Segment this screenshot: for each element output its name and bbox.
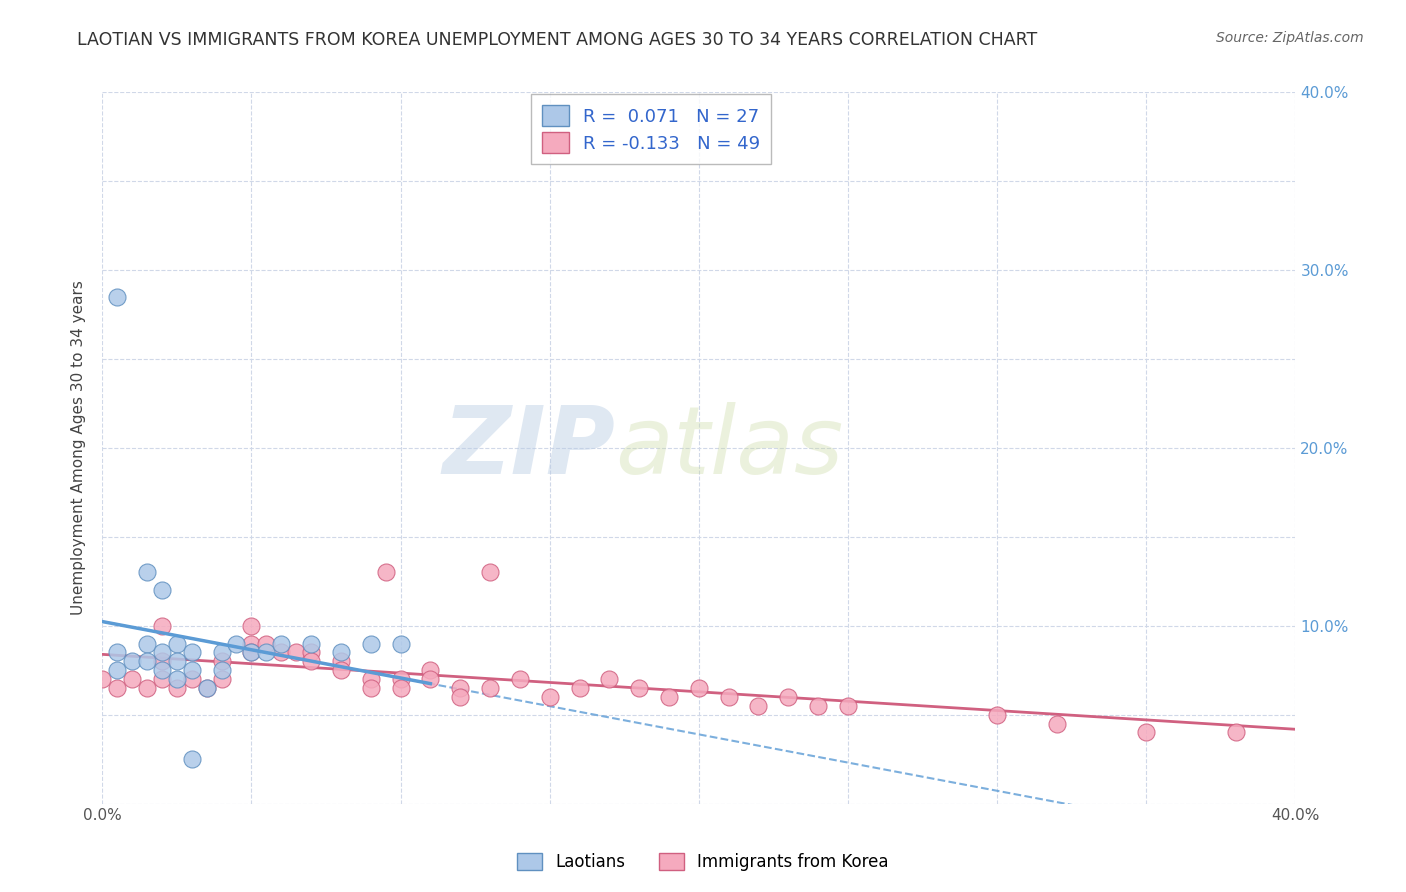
Point — [121, 672, 143, 686]
Point — [299, 637, 322, 651]
Point — [568, 681, 591, 695]
Point — [211, 654, 233, 668]
Point — [211, 672, 233, 686]
Point — [329, 645, 352, 659]
Point — [658, 690, 681, 704]
Point — [195, 681, 218, 695]
Point — [254, 645, 277, 659]
Point — [1225, 725, 1247, 739]
Point — [136, 681, 159, 695]
Point — [150, 654, 173, 668]
Text: atlas: atlas — [616, 402, 844, 493]
Point — [449, 690, 471, 704]
Point — [598, 672, 620, 686]
Point — [1046, 716, 1069, 731]
Point — [150, 663, 173, 677]
Point — [986, 707, 1008, 722]
Point — [1135, 725, 1157, 739]
Point — [389, 637, 412, 651]
Point — [150, 672, 173, 686]
Point — [299, 645, 322, 659]
Point — [166, 672, 188, 686]
Point — [150, 583, 173, 598]
Point — [105, 290, 128, 304]
Point — [837, 698, 859, 713]
Point — [180, 663, 202, 677]
Text: Source: ZipAtlas.com: Source: ZipAtlas.com — [1216, 31, 1364, 45]
Point — [105, 663, 128, 677]
Point — [105, 681, 128, 695]
Point — [479, 566, 502, 580]
Point — [360, 672, 382, 686]
Point — [688, 681, 710, 695]
Point — [166, 654, 188, 668]
Point — [166, 637, 188, 651]
Point — [240, 645, 263, 659]
Text: LAOTIAN VS IMMIGRANTS FROM KOREA UNEMPLOYMENT AMONG AGES 30 TO 34 YEARS CORRELAT: LAOTIAN VS IMMIGRANTS FROM KOREA UNEMPLO… — [77, 31, 1038, 49]
Point — [449, 681, 471, 695]
Point — [240, 637, 263, 651]
Point — [180, 672, 202, 686]
Point — [166, 681, 188, 695]
Point — [180, 752, 202, 766]
Legend: R =  0.071   N = 27, R = -0.133   N = 49: R = 0.071 N = 27, R = -0.133 N = 49 — [531, 95, 772, 164]
Point — [270, 645, 292, 659]
Point — [717, 690, 740, 704]
Point — [419, 672, 441, 686]
Point — [628, 681, 651, 695]
Point — [240, 619, 263, 633]
Point — [374, 566, 396, 580]
Legend: Laotians, Immigrants from Korea: Laotians, Immigrants from Korea — [509, 845, 897, 880]
Point — [240, 645, 263, 659]
Point — [389, 672, 412, 686]
Point — [150, 645, 173, 659]
Point — [211, 663, 233, 677]
Point — [121, 654, 143, 668]
Point — [270, 637, 292, 651]
Point — [747, 698, 769, 713]
Point — [538, 690, 561, 704]
Point — [360, 681, 382, 695]
Point — [225, 637, 247, 651]
Point — [136, 637, 159, 651]
Y-axis label: Unemployment Among Ages 30 to 34 years: Unemployment Among Ages 30 to 34 years — [72, 281, 86, 615]
Point — [807, 698, 830, 713]
Point — [91, 672, 114, 686]
Point — [360, 637, 382, 651]
Point — [254, 637, 277, 651]
Point — [299, 654, 322, 668]
Point — [419, 663, 441, 677]
Point — [180, 645, 202, 659]
Point — [150, 619, 173, 633]
Text: ZIP: ZIP — [443, 402, 616, 494]
Point — [329, 663, 352, 677]
Point — [195, 681, 218, 695]
Point — [329, 654, 352, 668]
Point — [778, 690, 800, 704]
Point — [389, 681, 412, 695]
Point — [211, 645, 233, 659]
Point — [285, 645, 308, 659]
Point — [509, 672, 531, 686]
Point — [136, 566, 159, 580]
Point — [479, 681, 502, 695]
Point — [105, 645, 128, 659]
Point — [136, 654, 159, 668]
